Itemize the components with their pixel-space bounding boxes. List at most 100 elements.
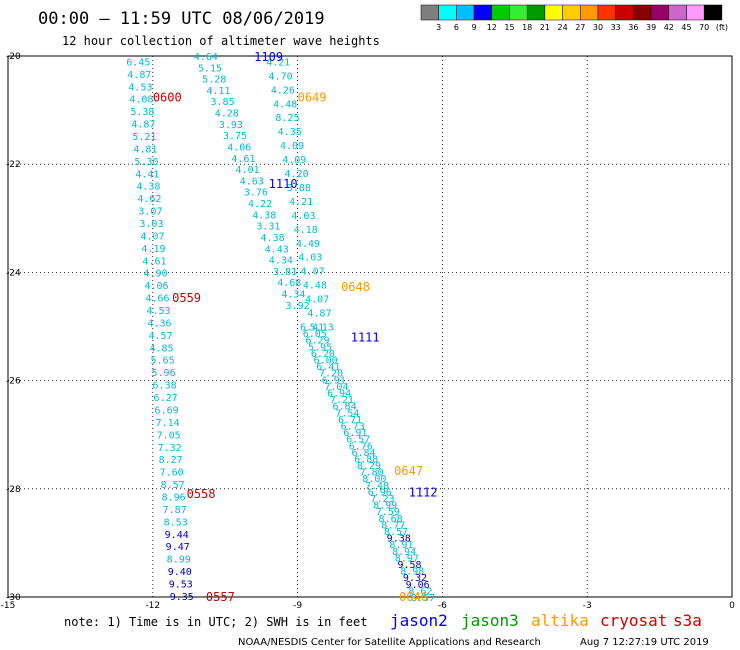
footer-timestamp: Aug 7 12:27:19 UTC 2019 [580, 637, 709, 648]
colorbar-unit: (ft) [716, 23, 728, 32]
colorbar-swatch [420, 4, 439, 21]
swh-value: 3.03 [139, 219, 163, 230]
swh-value: 7.23 [370, 494, 394, 505]
swh-value: 4.57 [148, 331, 172, 342]
swh-value: 5.96 [152, 368, 176, 379]
swh-value: 9.35 [170, 592, 194, 603]
swh-value: 5.28 [202, 75, 226, 86]
swh-value: 7.21 [330, 395, 354, 406]
swh-value: 3.76 [244, 188, 268, 199]
swh-value: 4.07 [305, 295, 329, 306]
swh-value: 5.15 [198, 63, 222, 74]
colorbar-label: 15 [504, 23, 514, 32]
x-tick-label: 0 [729, 601, 735, 611]
swh-value: 3.88 [287, 183, 311, 194]
swh-value: 7.04 [324, 382, 348, 393]
colorbar-swatch [633, 4, 652, 21]
swh-value: 9.53 [169, 579, 193, 590]
swh-value: 4.66 [145, 294, 169, 305]
colorbar-label: 39 [646, 23, 656, 32]
swh-value: 8.94 [392, 547, 416, 558]
swh-value: 6.41 [300, 323, 324, 334]
chart-title: 00:00 – 11:59 UTC 08/06/2019 [38, 9, 325, 29]
swh-value: 5.13 [310, 323, 334, 334]
swh-value: 8.97 [395, 553, 419, 564]
colorbar-label: 6 [454, 23, 459, 32]
pass-time-label: 0600 [153, 91, 182, 105]
colorbar-label: 12 [487, 23, 497, 32]
pass-time-label: 1109 [254, 50, 283, 64]
colorbar-swatch [562, 4, 581, 21]
swh-value: 9.32 [403, 573, 427, 584]
swh-value: 6.41 [316, 362, 340, 373]
swh-value: 5.95 [308, 342, 332, 353]
swh-value: 6.71 [338, 415, 362, 426]
swh-value: 3.75 [223, 131, 247, 142]
swh-value: 5.30 [134, 157, 158, 168]
swh-value: 4.28 [215, 109, 239, 120]
legend-jason3: jason3 [461, 611, 519, 630]
swh-value: 8.57 [411, 593, 435, 604]
swh-value: 6.38 [153, 381, 177, 392]
swh-value: 6.73 [341, 421, 365, 432]
swh-value: 6.57 [346, 435, 370, 446]
swh-value: 8.53 [164, 517, 188, 528]
colorbar-label: 3 [436, 23, 441, 32]
colorbar-swatch [668, 4, 687, 21]
swh-value: 3.81 [273, 267, 297, 278]
swh-value: 8.29 [357, 461, 381, 472]
swh-value: 9.06 [406, 580, 430, 591]
swh-value: 3.85 [211, 97, 235, 108]
swh-value: 5.65 [151, 356, 175, 367]
swh-value: 7.05 [157, 430, 181, 441]
swh-value: 6.76 [349, 441, 373, 452]
y-tick-label: -24 [6, 268, 21, 278]
swh-value: 9.58 [398, 560, 422, 571]
swh-value: 4.64 [194, 52, 218, 63]
swh-value: 7.54 [335, 408, 359, 419]
swh-value: 4.48 [273, 99, 297, 110]
plot-area: -15 -12 -9 -6 -3 0-20-22-24-26-28-30 6.454.87… [1, 50, 735, 611]
swh-value: 8.77 [381, 520, 405, 531]
legend-altika: altika [531, 611, 589, 630]
swh-value: 8.91 [389, 540, 413, 551]
satellite-legend: jason2 jason3 altika cryosat s3a [390, 611, 702, 630]
swh-value: 4.34 [281, 290, 305, 301]
swh-value: 4.53 [146, 306, 170, 317]
grid-lines [8, 56, 732, 597]
swh-value: 8.25 [275, 113, 299, 124]
footer-credit: NOAA/NESDIS Center for Satellite Applica… [238, 637, 541, 648]
swh-value: 4.38 [252, 210, 276, 221]
y-tick-label: -22 [6, 160, 21, 170]
colorbar-swatch [438, 4, 457, 21]
tick-labels: -15 -12 -9 -6 -3 0-20-22-24-26-28-30 [1, 52, 735, 611]
swh-value: 6.88 [354, 454, 378, 465]
colorbar-swatch [509, 4, 528, 21]
swh-value: 4.08 [129, 95, 153, 106]
note-text: note: 1) Time is in UTC; 2) SWH is in fe… [64, 615, 367, 629]
swh-value: 4.06 [227, 142, 251, 153]
swh-value: 4.63 [240, 176, 264, 187]
pass-time-label: 0558 [187, 487, 216, 501]
swh-value: 4.87 [131, 120, 155, 131]
swh-value: 4.81 [133, 144, 157, 155]
legend-s3a: s3a [673, 611, 702, 630]
pass-time-label: 0649 [298, 91, 327, 105]
swh-value: 8.99 [373, 501, 397, 512]
swh-value: 8.62 [408, 586, 432, 597]
swh-value: 8.00 [362, 474, 386, 485]
swh-value: 9.40 [168, 567, 192, 578]
pass-labels: 1109 0600 0649 1110 0648 0559 1111 0647 0558 1112… [153, 50, 438, 604]
swh-value: 6.84 [333, 402, 357, 413]
colorbar-swatch [491, 4, 510, 21]
swh-value: 9.47 [166, 542, 190, 553]
colorbar-label: 36 [628, 23, 638, 32]
colorbar-label: 42 [664, 23, 674, 32]
swh-value: 7.32 [158, 443, 182, 454]
swh-value: 6.84 [351, 448, 375, 459]
swh-value: 8.98 [400, 567, 424, 578]
colorbar-swatch [615, 4, 634, 21]
colorbar-label: 27 [575, 23, 585, 32]
x-tick-label: -12 [145, 601, 160, 611]
swh-value: 5.38 [130, 107, 154, 118]
